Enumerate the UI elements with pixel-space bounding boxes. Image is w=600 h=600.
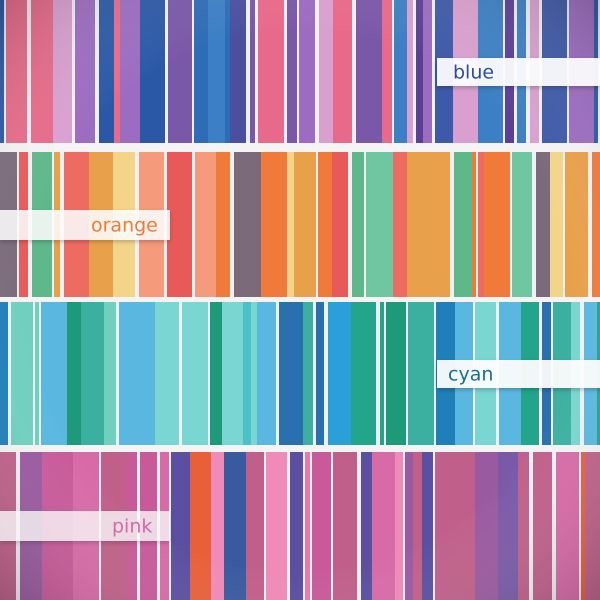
label-box: orange (0, 210, 170, 240)
band-label: pink (112, 516, 152, 538)
label-bg (437, 360, 600, 388)
band-label: cyan (448, 364, 493, 386)
label-bg (437, 58, 600, 86)
label-box: blue (437, 58, 600, 86)
band-label: blue (453, 62, 494, 84)
band-label: orange (91, 215, 158, 237)
label-box: pink (0, 511, 170, 541)
label-bg (0, 210, 170, 240)
label-box: cyan (437, 360, 600, 388)
label-bg (0, 511, 170, 541)
